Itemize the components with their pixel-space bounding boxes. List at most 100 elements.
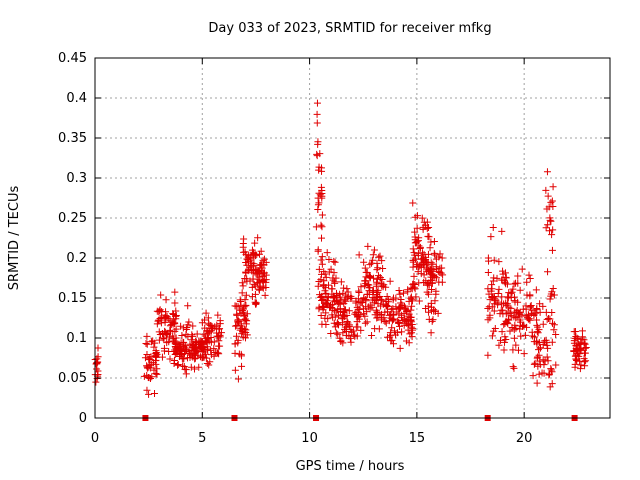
data-point (248, 293, 256, 301)
data-point (192, 349, 200, 357)
data-point (421, 221, 429, 229)
data-point (254, 234, 262, 242)
data-point (178, 331, 186, 339)
data-point (343, 294, 351, 302)
data-point (506, 327, 514, 335)
data-point (534, 323, 542, 331)
data-point (516, 322, 524, 330)
data-point (259, 256, 267, 264)
data-point (401, 302, 409, 310)
data-point (375, 253, 383, 261)
data-point (343, 321, 351, 329)
data-point (572, 341, 580, 349)
data-point (425, 308, 433, 316)
data-point (165, 333, 173, 341)
data-point (389, 311, 397, 319)
data-point (177, 346, 185, 354)
data-point (238, 279, 246, 287)
data-point (345, 307, 353, 315)
data-point (355, 289, 363, 297)
data-point (411, 228, 419, 236)
data-point (581, 362, 589, 370)
data-point (543, 315, 551, 323)
data-point (324, 300, 332, 308)
data-point (490, 274, 498, 282)
data-point (507, 304, 515, 312)
data-point (425, 233, 433, 241)
data-point (502, 273, 510, 281)
data-point (357, 326, 365, 334)
data-point (250, 280, 258, 288)
data-point (235, 317, 243, 325)
data-point (417, 255, 425, 263)
data-point (542, 308, 550, 316)
data-point (420, 278, 428, 286)
data-point (171, 288, 179, 296)
data-point (174, 360, 182, 368)
data-point (424, 281, 432, 289)
data-point (182, 326, 190, 334)
data-point (430, 249, 438, 257)
data-point (525, 271, 533, 279)
data-point (210, 352, 218, 360)
data-point (383, 333, 391, 341)
data-point (160, 347, 168, 355)
data-point (331, 258, 339, 266)
data-point (498, 293, 506, 301)
data-point (358, 298, 366, 306)
data-point (318, 194, 326, 202)
data-point (361, 277, 369, 285)
data-point (427, 238, 435, 246)
data-point (209, 324, 217, 332)
data-point (397, 295, 405, 303)
data-point (547, 292, 555, 300)
data-point (510, 313, 518, 321)
data-point (488, 303, 496, 311)
data-point (323, 249, 331, 257)
x-axis-label: GPS time / hours (296, 459, 405, 474)
data-point (158, 307, 166, 315)
data-point (347, 292, 355, 300)
data-point (401, 305, 409, 313)
data-point (144, 364, 152, 372)
data-point (386, 277, 394, 285)
data-point (315, 278, 323, 286)
data-point (550, 321, 558, 329)
data-point (318, 234, 326, 242)
data-point (376, 274, 384, 282)
data-point (200, 330, 208, 338)
data-point (408, 302, 416, 310)
data-point (413, 224, 421, 232)
data-point (424, 258, 432, 266)
data-point (353, 332, 361, 340)
data-point (484, 285, 492, 293)
data-point (533, 316, 541, 324)
data-point (169, 310, 177, 318)
data-point (423, 224, 431, 232)
data-point (241, 296, 249, 304)
data-point (503, 280, 511, 288)
data-point (355, 251, 363, 259)
data-point (524, 315, 532, 323)
data-point (552, 361, 560, 369)
data-point (342, 291, 350, 299)
data-point (154, 317, 162, 325)
y-tick-label: 0.2 (66, 251, 87, 266)
data-point (534, 329, 542, 337)
data-point (433, 274, 441, 282)
data-point (526, 303, 534, 311)
data-point (330, 257, 338, 265)
data-point (438, 254, 446, 262)
data-point (203, 359, 211, 367)
data-point (140, 372, 148, 380)
y-tick-label: 0.45 (58, 51, 87, 66)
data-point (211, 348, 219, 356)
data-point (145, 390, 153, 398)
data-point (151, 339, 159, 347)
data-point (369, 256, 377, 264)
data-point (536, 300, 544, 308)
data-point (343, 285, 351, 293)
data-point (484, 351, 492, 359)
x-tick-label: 20 (516, 431, 533, 446)
data-point (360, 258, 368, 266)
